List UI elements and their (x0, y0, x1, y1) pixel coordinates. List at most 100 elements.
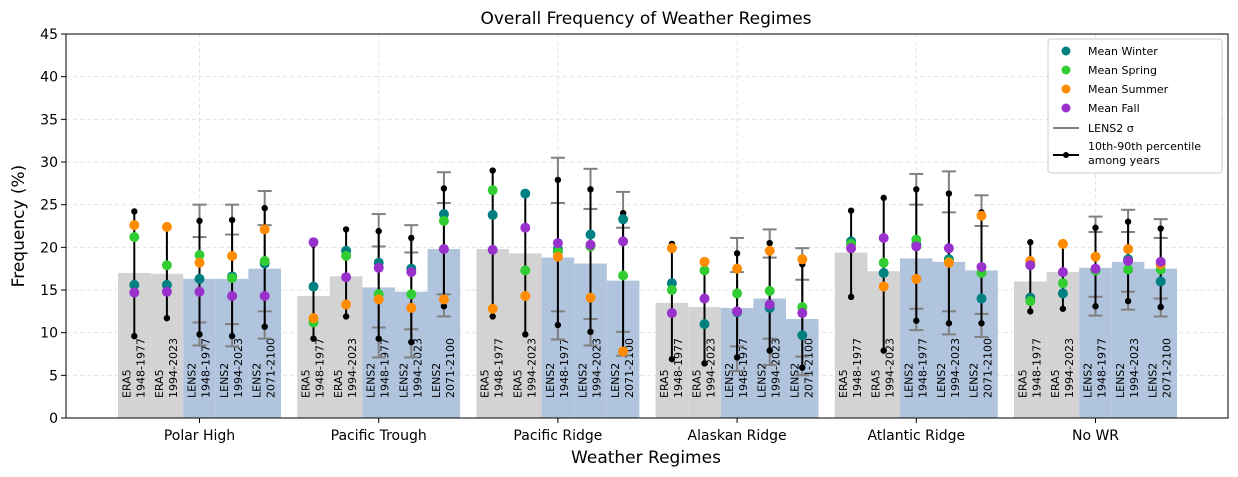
winter-mean-point (194, 273, 205, 284)
summer-mean-point (585, 292, 596, 303)
bar-period-label: 1948-1977 (134, 338, 147, 398)
legend-spring-label: Mean Spring (1088, 64, 1157, 77)
fall-mean-point (911, 241, 922, 252)
bar-source-label: LENS2 (788, 363, 801, 398)
winter-mean-point (1057, 288, 1068, 299)
bar-period-label: 1994-2023 (167, 338, 180, 398)
spring-mean-point (666, 285, 677, 295)
bar-source-label: ERA5 (511, 369, 524, 398)
legend-sigma-label: LENS2 σ (1088, 122, 1134, 135)
bar-period-label: 1948-1977 (737, 338, 750, 398)
bar-dataset-label: LENS21948-1977 (902, 338, 929, 398)
summer-mean-point (406, 302, 417, 313)
spring-mean-point (520, 265, 531, 276)
percentile-10th-marker (196, 331, 203, 338)
bar-period-label: 1948-1977 (558, 338, 571, 398)
fall-mean-point (1090, 263, 1101, 274)
spring-mean-point (129, 232, 140, 243)
spring-mean-point (341, 250, 352, 261)
percentile-10th-marker (945, 320, 953, 327)
bar-dataset-label: ERA51948-1977 (479, 338, 506, 398)
spring-mean-point (227, 273, 238, 284)
percentile-10th-marker (847, 293, 855, 301)
bar-source-label: ERA5 (479, 369, 492, 398)
legend: Mean Winter Mean Spring Mean Summer Mean… (1047, 38, 1223, 174)
bar-dataset-label: ERA51994-2023 (691, 338, 718, 398)
y-tick-label: 45 (40, 27, 58, 43)
fall-mean-point (846, 243, 857, 254)
bar-period-label: 2071-2100 (802, 338, 815, 398)
summer-mean-point (308, 313, 319, 324)
percentile-10th-marker (489, 313, 496, 320)
percentile-90th-marker (440, 185, 448, 192)
summer-mean-point (373, 294, 384, 305)
fall-mean-point (552, 238, 563, 249)
x-category-label: Alaskan Ridge (688, 428, 787, 444)
bar-source-label: LENS2 (251, 363, 264, 398)
bar-period-label: 1994-2023 (591, 338, 604, 398)
fall-mean-point (487, 244, 498, 255)
bar-dataset-label: LENS22071-2100 (1147, 338, 1174, 398)
legend-percentile-label-1: 10th-90th percentile (1088, 140, 1201, 153)
percentile-10th-marker (668, 355, 676, 363)
bar-dataset-label: LENS21948-1977 (544, 338, 571, 398)
y-tick-label: 40 (40, 70, 58, 86)
percentile-10th-marker (342, 313, 350, 320)
fall-mean-point (585, 239, 596, 250)
percentile-90th-marker (228, 216, 236, 224)
y-axis: 0 5 10 15 20 25 30 35 40 45 (40, 27, 66, 427)
legend-fall-marker (1061, 103, 1071, 113)
winter-mean-point (585, 229, 596, 240)
legend-percentile-marker (1063, 152, 1069, 158)
percentile-90th-marker (554, 176, 562, 184)
percentile-90th-marker (847, 207, 855, 214)
percentile-90th-marker (1092, 224, 1099, 231)
percentile-10th-marker (880, 347, 887, 354)
fall-mean-point (341, 272, 352, 283)
summer-mean-point (1090, 251, 1101, 262)
x-axis-title: Weather Regimes (571, 448, 721, 468)
percentile-10th-marker (228, 332, 236, 340)
winter-mean-point (308, 281, 319, 292)
fall-mean-point (1155, 256, 1166, 267)
whiskers (131, 156, 1168, 377)
bar-dataset-label: LENS22071-2100 (430, 338, 457, 398)
percentile-10th-marker (1027, 308, 1034, 315)
bar-dataset-label: ERA51994-2023 (511, 338, 538, 398)
fall-mean-point (976, 261, 987, 272)
percentile-10th-marker (522, 331, 529, 338)
bar-dataset-label: LENS22071-2100 (788, 338, 815, 398)
bar-source-label: ERA5 (1049, 369, 1062, 398)
y-axis-title: Frequency (%) (9, 165, 29, 288)
bar-dataset-label: ERA51948-1977 (837, 338, 864, 398)
season-points (129, 185, 1166, 357)
bar-period-label: 1994-2023 (770, 338, 783, 398)
spring-mean-point (878, 257, 889, 268)
bar-source-label: LENS2 (756, 363, 769, 398)
fall-mean-point (1123, 255, 1134, 266)
bar-source-label: LENS2 (723, 363, 736, 398)
bar-source-label: LENS2 (577, 363, 590, 398)
percentile-10th-marker (261, 323, 268, 330)
bar-dataset-label: LENS21948-1977 (1082, 338, 1109, 398)
summer-mean-point (1057, 238, 1068, 249)
winter-mean-point (129, 279, 140, 290)
legend-winter-marker (1061, 46, 1071, 56)
percentile-10th-marker (554, 321, 562, 329)
summer-mean-point (1123, 244, 1134, 255)
bar-source-label: ERA5 (1016, 369, 1029, 398)
winter-mean-point (487, 209, 498, 220)
percentile-10th-marker (701, 360, 708, 367)
bar-dataset-label: LENS21994-2023 (1114, 338, 1141, 398)
percentile-90th-marker (1157, 225, 1164, 232)
percentile-10th-marker (1157, 303, 1164, 311)
bar-period-label: 1994-2023 (949, 338, 962, 398)
bar-dataset-label: ERA51994-2023 (332, 338, 359, 398)
y-tick-label: 5 (49, 368, 58, 384)
spring-mean-point (699, 265, 710, 276)
bar-source-label: LENS2 (186, 363, 199, 398)
spring-mean-point (1025, 296, 1036, 307)
summer-mean-point (618, 346, 629, 357)
fall-mean-point (161, 286, 172, 297)
